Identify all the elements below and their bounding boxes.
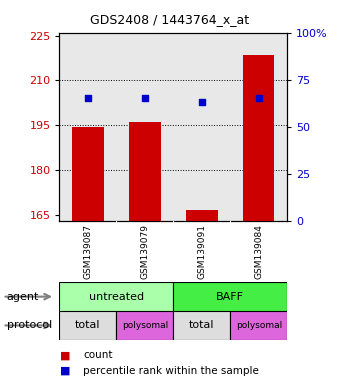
- Bar: [173, 311, 231, 340]
- Bar: [173, 282, 287, 311]
- Point: [199, 99, 205, 105]
- Bar: [72, 127, 104, 221]
- Bar: [129, 122, 160, 221]
- Text: ■: ■: [59, 366, 70, 376]
- Bar: [231, 311, 287, 340]
- Bar: [59, 311, 116, 340]
- Text: BAFF: BAFF: [216, 291, 244, 302]
- Point: [256, 95, 261, 101]
- Bar: [59, 282, 173, 311]
- Text: protocol: protocol: [7, 320, 52, 331]
- Text: count: count: [83, 350, 113, 360]
- Text: GSM139091: GSM139091: [198, 224, 206, 279]
- Bar: [243, 55, 274, 221]
- Text: GSM139087: GSM139087: [84, 224, 92, 279]
- Text: GSM139079: GSM139079: [140, 224, 149, 279]
- Bar: [116, 311, 173, 340]
- Text: untreated: untreated: [89, 291, 144, 302]
- Text: GDS2408 / 1443764_x_at: GDS2408 / 1443764_x_at: [90, 13, 250, 26]
- Text: polysomal: polysomal: [122, 321, 168, 330]
- Text: agent: agent: [7, 291, 39, 302]
- Text: total: total: [189, 320, 215, 331]
- Text: percentile rank within the sample: percentile rank within the sample: [83, 366, 259, 376]
- Point: [142, 95, 148, 101]
- Text: ■: ■: [59, 350, 70, 360]
- Text: GSM139084: GSM139084: [254, 224, 263, 279]
- Bar: [186, 210, 218, 221]
- Text: total: total: [75, 320, 101, 331]
- Text: polysomal: polysomal: [236, 321, 282, 330]
- Point: [85, 95, 91, 101]
